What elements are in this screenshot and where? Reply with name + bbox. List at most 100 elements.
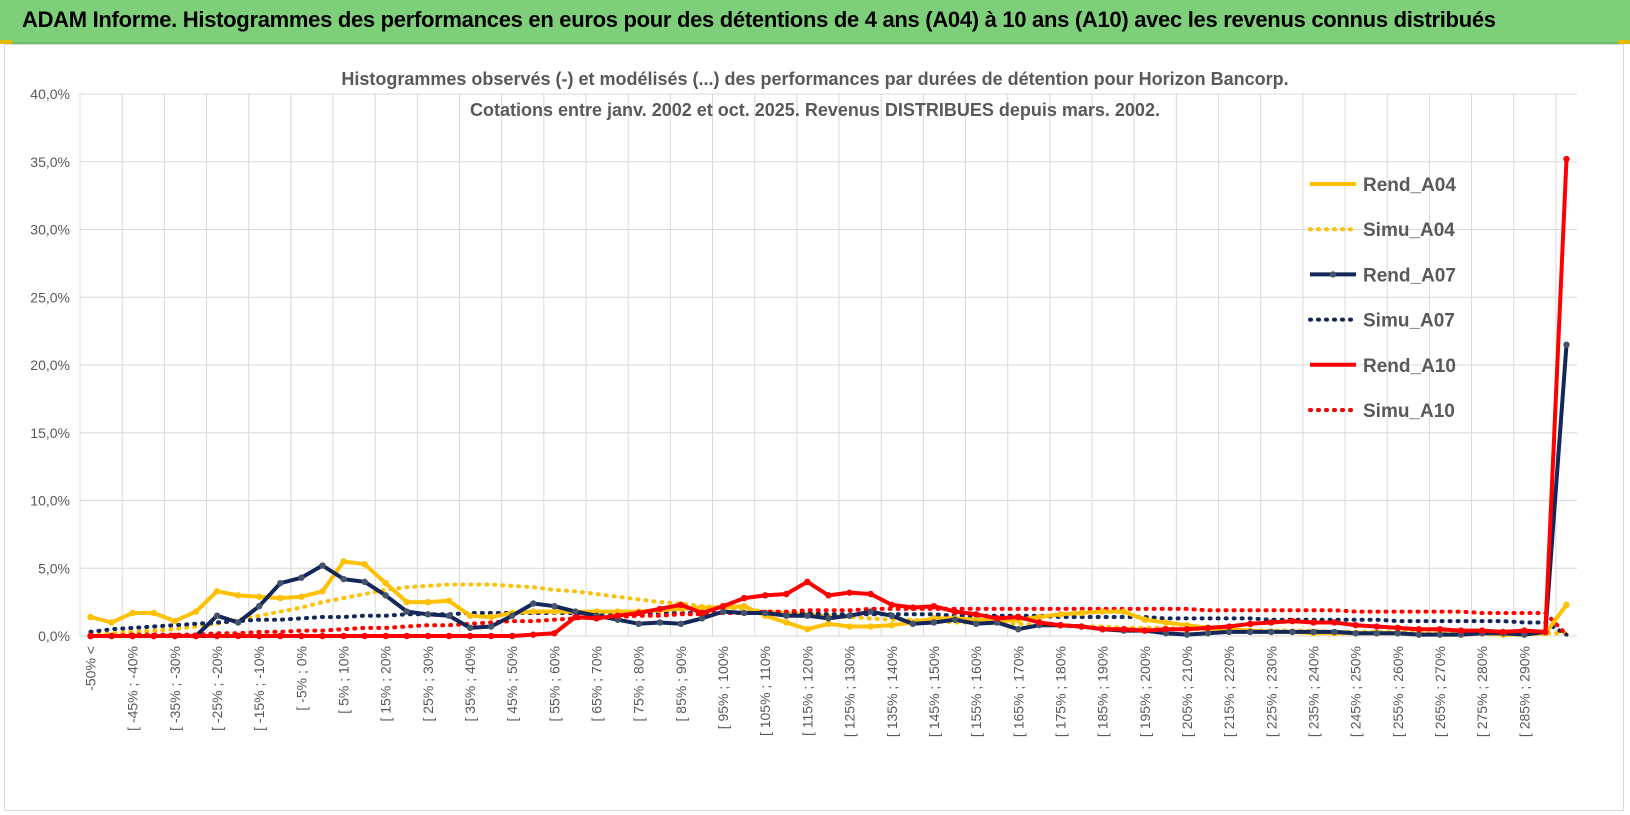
- legend-label: Simu_A07: [1363, 311, 1455, 332]
- point-rend-a10: [719, 602, 727, 610]
- point-rend-a04: [108, 619, 115, 626]
- legend-item-rend-a10: Rend_A10: [1310, 356, 1456, 377]
- point-rend-a10: [87, 632, 94, 640]
- legend-item-simu-a07: Simu_A07: [1308, 311, 1455, 332]
- point-rend-a07: [698, 615, 706, 622]
- point-rend-a04: [424, 598, 432, 606]
- point-rend-a04: [551, 608, 558, 615]
- point-rend-a04: [150, 609, 157, 617]
- point-rend-a10: [277, 632, 284, 640]
- point-rend-a07: [740, 609, 748, 617]
- point-rend-a10: [1373, 623, 1380, 630]
- legend-item-simu-a04: Simu_A04: [1308, 220, 1455, 241]
- y-axis: 0,0% 5,0% 10,0% 15,0% 20,0% 25,0% 30,0% 35,0% 40…: [30, 86, 70, 644]
- point-rend-a10: [930, 602, 938, 610]
- point-rend-a10: [298, 632, 305, 640]
- legend-label: Rend_A07: [1363, 265, 1456, 286]
- point-rend-a10: [171, 632, 179, 640]
- legend-label: Rend_A10: [1363, 356, 1456, 377]
- point-rend-a10: [256, 632, 263, 640]
- point-rend-a10: [234, 632, 242, 640]
- point-rend-a04: [382, 579, 389, 587]
- x-tick-label: [ 5% ; 10%: [336, 646, 352, 714]
- point-rend-a10: [213, 632, 221, 640]
- point-rend-a10: [1183, 626, 1191, 633]
- point-rend-a10: [1036, 619, 1043, 626]
- point-rend-a04: [740, 602, 748, 610]
- point-rend-a04: [1078, 609, 1085, 617]
- y-tick-label: 40,0%: [30, 86, 70, 102]
- legend-marker: [1329, 271, 1337, 278]
- point-rend-a07: [1289, 628, 1296, 636]
- point-rend-a10: [108, 632, 115, 640]
- point-rend-a10: [1394, 624, 1401, 632]
- x-tick-label: [ 235% ; 240%: [1305, 646, 1321, 737]
- point-rend-a07: [1015, 626, 1022, 633]
- point-rend-a10: [424, 632, 432, 640]
- point-rend-a07: [783, 612, 790, 619]
- point-rend-a10: [403, 632, 411, 640]
- point-rend-a04: [1162, 619, 1170, 626]
- point-rend-a10: [1289, 617, 1296, 625]
- point-rend-a10: [762, 592, 769, 599]
- x-tick-label: [ 85% ; 90%: [673, 646, 689, 722]
- point-rend-a10: [825, 592, 832, 599]
- point-rend-a07: [972, 620, 980, 628]
- point-rend-a10: [1521, 627, 1528, 634]
- report-title: ADAM Informe. Histogrammes des performan…: [22, 7, 1496, 32]
- point-rend-a07: [1436, 631, 1444, 638]
- point-rend-a04: [129, 609, 136, 617]
- x-tick-label: [ 75% ; 80%: [631, 646, 647, 722]
- point-rend-a07: [1246, 628, 1254, 636]
- point-rend-a04: [1099, 608, 1106, 615]
- point-rend-a10: [740, 594, 748, 602]
- y-tick-label: 35,0%: [30, 154, 70, 170]
- point-rend-a07: [487, 623, 495, 630]
- x-tick-label: [ 245% ; 250%: [1348, 646, 1364, 737]
- point-rend-a07: [466, 624, 474, 632]
- x-tick-label: [ 35% ; 40%: [462, 646, 478, 722]
- point-rend-a07: [1183, 631, 1191, 638]
- point-rend-a10: [361, 632, 368, 640]
- point-rend-a10: [382, 632, 389, 640]
- point-rend-a07: [719, 608, 727, 615]
- point-rend-a10: [1478, 627, 1486, 634]
- point-rend-a04: [213, 588, 221, 595]
- point-rend-a10: [1500, 628, 1507, 636]
- x-tick-label: [ -25% ; -20%: [209, 646, 225, 731]
- point-rend-a10: [909, 604, 917, 611]
- chart-title: Histogrammes observés (-) et modélisés (…: [341, 69, 1288, 89]
- x-tick-label: [ 25% ; 30%: [420, 646, 436, 722]
- point-rend-a07: [635, 620, 642, 628]
- point-rend-a04: [1120, 608, 1127, 615]
- point-rend-a07: [1225, 628, 1233, 636]
- point-rend-a10: [1057, 621, 1064, 629]
- x-tick-label: [ 105% ; 110%: [757, 646, 773, 736]
- point-rend-a04: [192, 608, 200, 615]
- point-rend-a04: [783, 619, 790, 626]
- point-rend-a07: [951, 616, 959, 623]
- y-tick-label: 25,0%: [30, 289, 70, 305]
- x-tick-label: -50% <: [83, 646, 99, 691]
- x-tick-label: [ 225% ; 230%: [1263, 646, 1279, 737]
- point-rend-a07: [424, 611, 432, 618]
- point-rend-a07: [403, 608, 411, 615]
- point-rend-a07: [909, 620, 917, 628]
- point-rend-a07: [361, 578, 368, 585]
- point-rend-a10: [635, 609, 642, 617]
- point-rend-a10: [1246, 620, 1254, 628]
- point-rend-a07: [445, 612, 453, 619]
- point-rend-a04: [256, 593, 263, 600]
- point-rend-a04: [888, 621, 895, 629]
- right-accent-bar: [1618, 40, 1630, 44]
- point-rend-a04: [867, 623, 874, 630]
- point-rend-a10: [487, 632, 495, 640]
- legend: Rend_A04 Simu_A04 Rend_A07 Simu_A07 Rend_A10…: [1308, 175, 1456, 422]
- point-rend-a07: [1310, 628, 1317, 636]
- point-rend-a10: [951, 608, 959, 615]
- x-tick-label: [ 285% ; 290%: [1516, 646, 1532, 737]
- legend-item-rend-a07: Rend_A07: [1310, 265, 1456, 286]
- point-rend-a04: [361, 560, 368, 568]
- point-rend-a10: [614, 612, 621, 619]
- left-accent-bar: [0, 40, 12, 44]
